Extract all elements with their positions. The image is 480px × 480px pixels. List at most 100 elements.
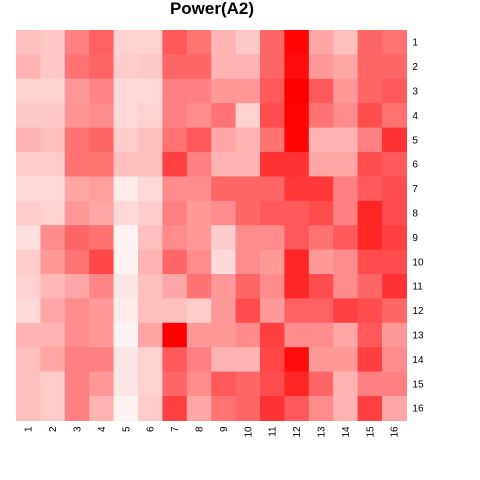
heatmap-cell [89, 127, 115, 153]
heatmap-cell [89, 54, 115, 80]
heatmap-cell [382, 298, 407, 324]
x-tick-label: 11 [268, 426, 279, 437]
heatmap-cell [382, 322, 407, 348]
heatmap-cell [16, 347, 41, 373]
heatmap-cell [89, 274, 115, 299]
heatmap-cell [333, 54, 359, 80]
heatmap-cell [333, 176, 359, 202]
heatmap-cell [89, 225, 115, 251]
heatmap-cell [40, 78, 66, 104]
heatmap-cell [333, 200, 359, 226]
heatmap-cell [138, 298, 163, 324]
heatmap-cell [284, 30, 310, 55]
heatmap-cell [16, 30, 41, 55]
heatmap-cell [64, 298, 90, 324]
heatmap-cell [308, 396, 334, 421]
heatmap-cell [235, 103, 261, 129]
y-tick-label: 15 [412, 379, 424, 390]
heatmap-cell [357, 127, 383, 153]
y-tick-label: 12 [412, 306, 424, 317]
heatmap-cell [235, 54, 261, 80]
heatmap-cell [162, 298, 188, 324]
heatmap-cell [308, 371, 334, 397]
heatmap-cell [235, 274, 261, 299]
x-tick-label: 15 [365, 426, 376, 438]
heatmap-cell [235, 298, 261, 324]
heatmap-cell [162, 322, 188, 348]
x-tick-label: 10 [243, 426, 254, 438]
heatmap-cell [40, 347, 66, 373]
heatmap-cell [235, 152, 261, 177]
heatmap-cell [235, 127, 261, 153]
heatmap-cell [89, 249, 115, 275]
heatmap-cell [284, 78, 310, 104]
heatmap-cell [138, 274, 163, 299]
heatmap-cell [64, 396, 90, 421]
heatmap-cell [382, 200, 407, 226]
heatmap-cell [308, 249, 334, 275]
heatmap-cell [64, 200, 90, 226]
heatmap-cell [382, 371, 407, 397]
heatmap-cell [211, 225, 237, 251]
heatmap-cell [284, 274, 310, 299]
heatmap-cell [64, 78, 90, 104]
heatmap-cell [333, 396, 359, 421]
heatmap-cell [284, 54, 310, 80]
heatmap-cell [235, 249, 261, 275]
heatmap-cell [357, 103, 383, 129]
y-tick-label: 6 [412, 160, 418, 171]
heatmap-cell [113, 103, 139, 129]
heatmap-cell [382, 176, 407, 202]
heatmap-cell [162, 176, 188, 202]
heatmap-cell [186, 347, 212, 373]
heatmap-cell [113, 78, 139, 104]
heatmap-cell [308, 30, 334, 55]
heatmap-cell [382, 225, 407, 251]
heatmap-cell [16, 176, 41, 202]
heatmap-cell [138, 103, 163, 129]
heatmap-cell [64, 274, 90, 299]
heatmap-cell [284, 176, 310, 202]
heatmap-cell [16, 78, 41, 104]
heatmap-cell [235, 225, 261, 251]
heatmap-cell [235, 30, 261, 55]
heatmap-cell [357, 298, 383, 324]
heatmap-cell [138, 396, 163, 421]
heatmap-cell [260, 274, 285, 299]
heatmap-cell [40, 249, 66, 275]
heatmap-cell [40, 30, 66, 55]
heatmap-cell [16, 103, 41, 129]
heatmap-cell [113, 127, 139, 153]
x-tick-label: 2 [48, 426, 59, 432]
heatmap-cell [308, 274, 334, 299]
heatmap-cell [113, 249, 139, 275]
heatmap-cell [284, 347, 310, 373]
heatmap-cell [16, 225, 41, 251]
heatmap-cell [211, 127, 237, 153]
heatmap-cell [211, 30, 237, 55]
chart-title: Power(A2) [170, 0, 254, 18]
heatmap-cell [211, 322, 237, 348]
heatmap-cell [186, 103, 212, 129]
heatmap-cell [64, 249, 90, 275]
heatmap-cell [382, 347, 407, 373]
y-tick-label: 16 [412, 404, 424, 415]
heatmap-cell [186, 298, 212, 324]
x-tick-label: 12 [292, 426, 303, 438]
heatmap-cell [89, 152, 115, 177]
y-tick-label: 10 [412, 257, 424, 268]
heatmap-cell [284, 225, 310, 251]
heatmap-cell [211, 103, 237, 129]
heatmap-cell [235, 200, 261, 226]
heatmap-cell [211, 298, 237, 324]
y-tick-label: 11 [412, 282, 423, 293]
heatmap-cell [40, 371, 66, 397]
heatmap-cell [260, 103, 285, 129]
heatmap-cell [162, 225, 188, 251]
heatmap-cell [113, 347, 139, 373]
heatmap-cell [357, 396, 383, 421]
heatmap-cell [16, 54, 41, 80]
heatmap-cell [333, 347, 359, 373]
heatmap-cell [162, 152, 188, 177]
